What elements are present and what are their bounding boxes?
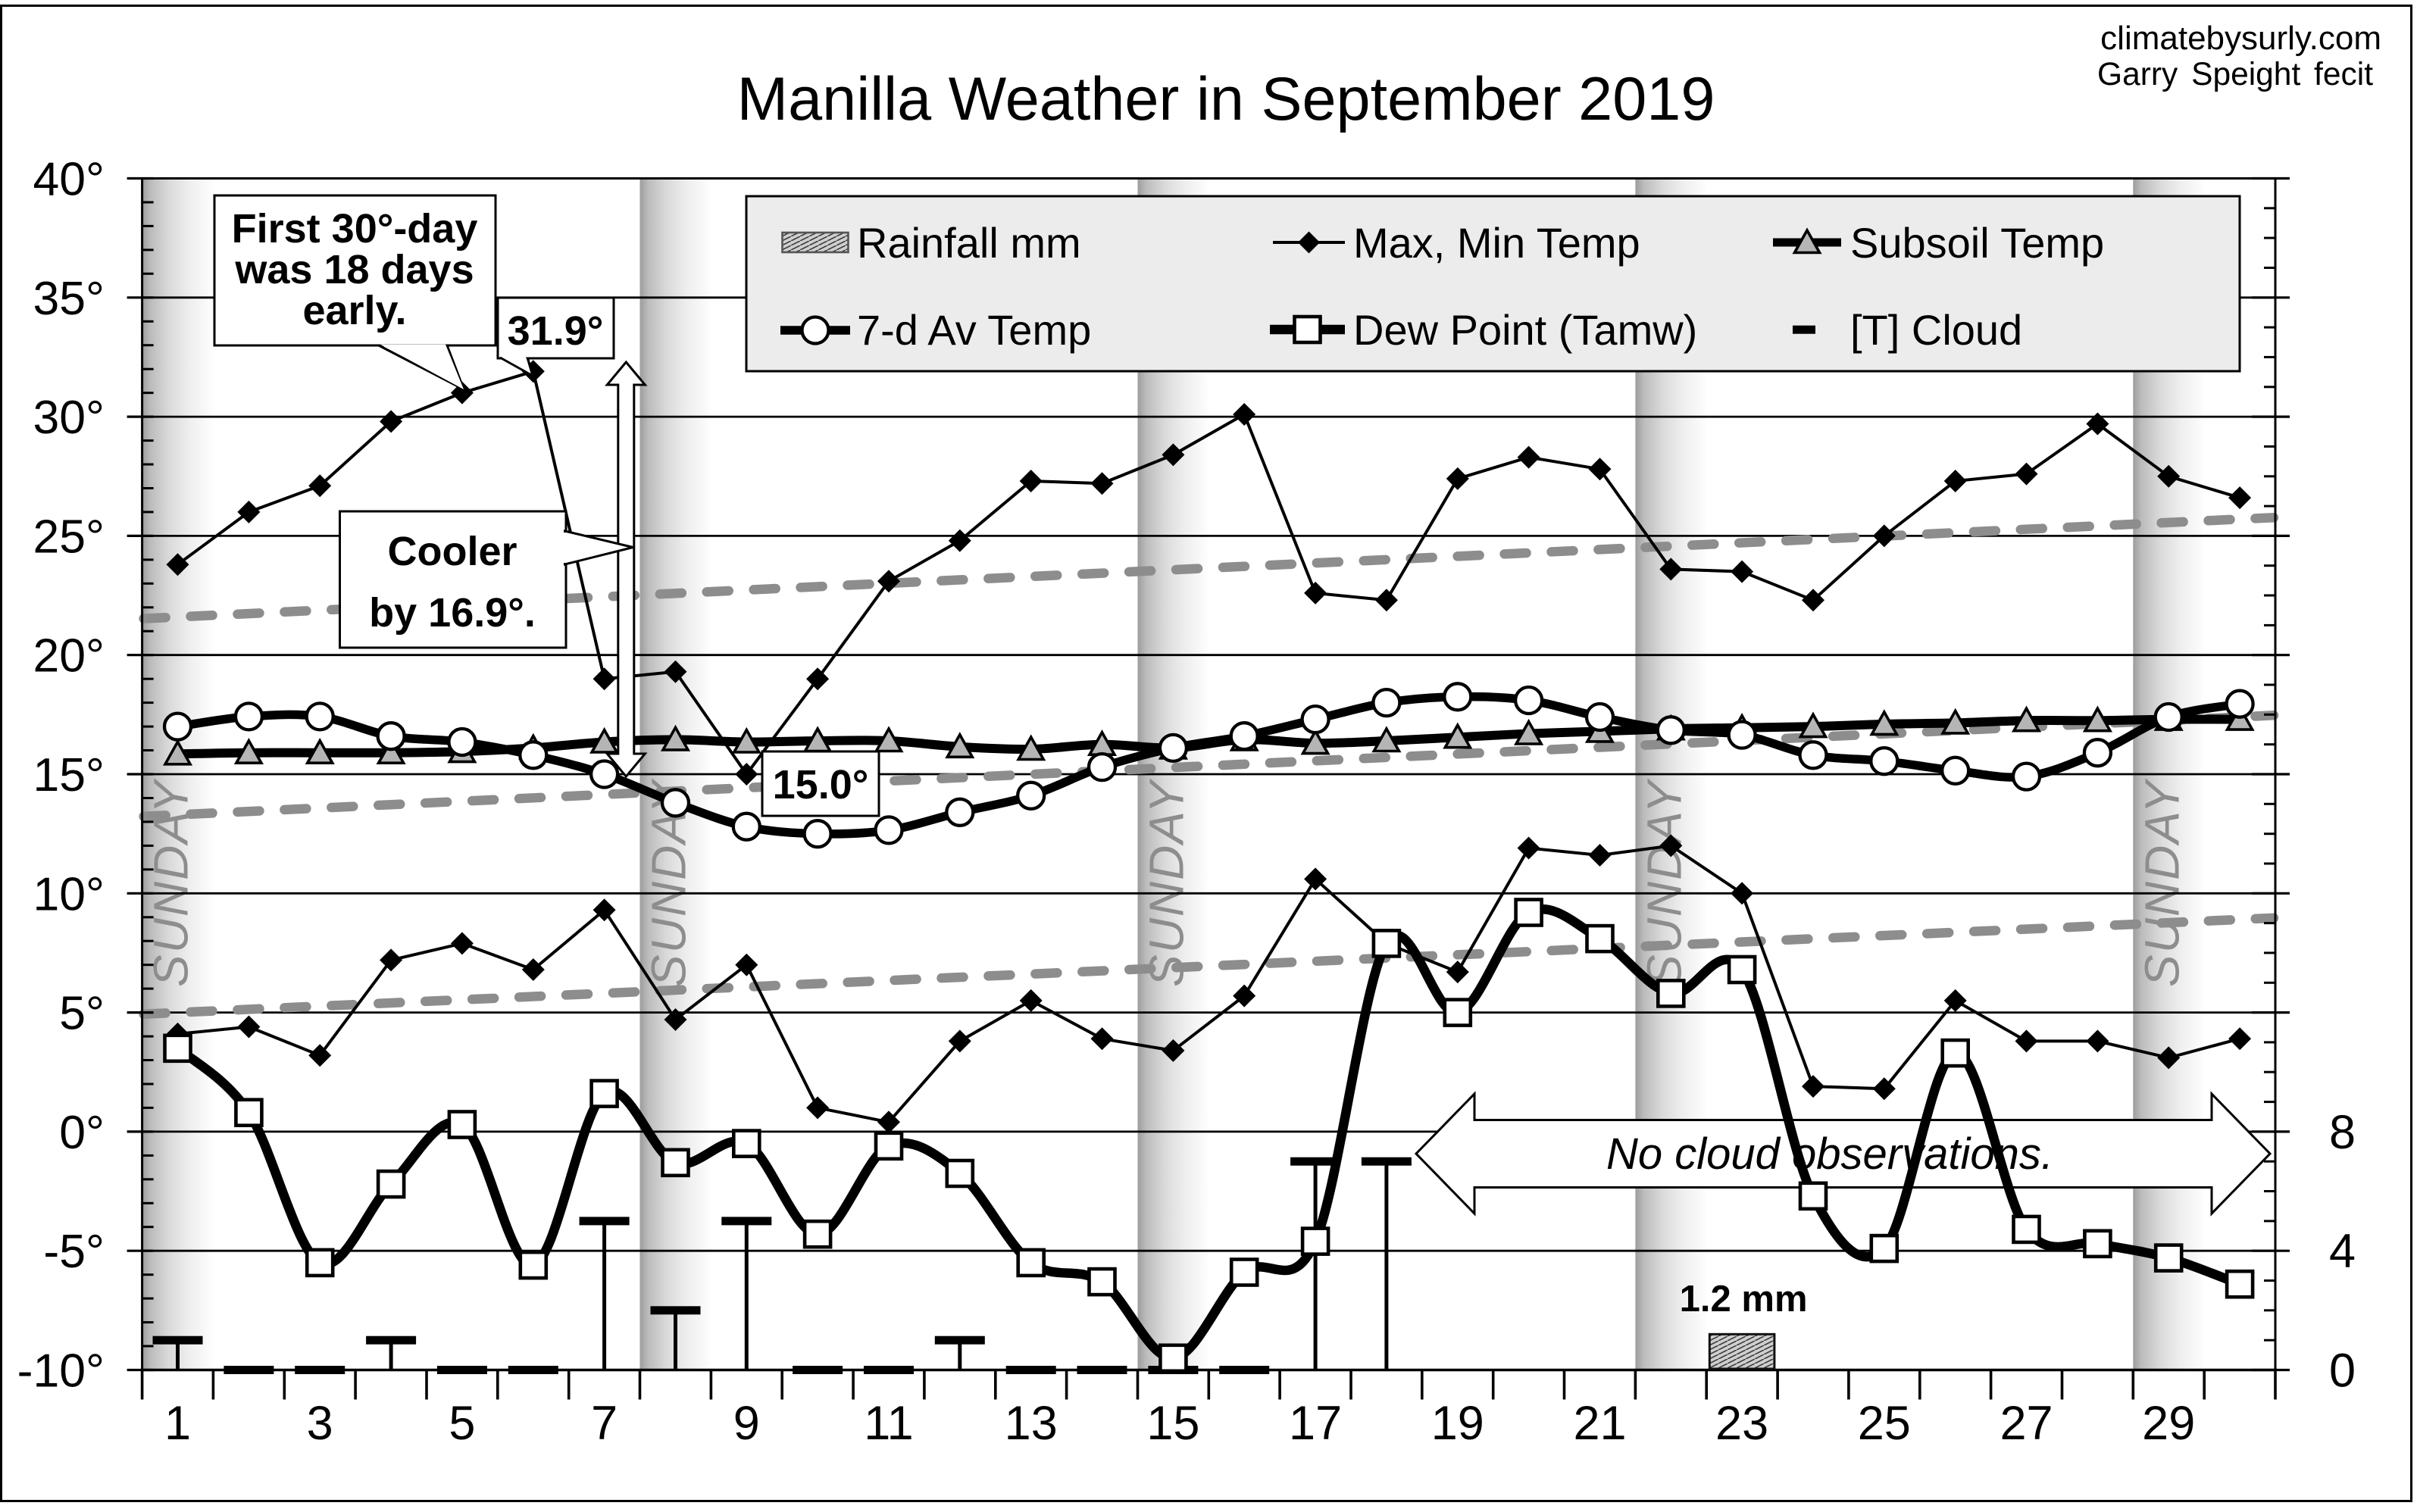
svg-text:Subsoil Temp: Subsoil Temp: [1850, 219, 2104, 267]
svg-text:15.0°: 15.0°: [773, 762, 869, 808]
svg-text:Max, Min Temp: Max, Min Temp: [1353, 219, 1640, 267]
svg-text:25: 25: [1858, 1397, 1911, 1450]
svg-text:35°: 35°: [33, 272, 105, 325]
svg-text:40°: 40°: [33, 153, 105, 206]
svg-text:5°: 5°: [59, 987, 105, 1040]
svg-text:Rainfall mm: Rainfall mm: [857, 219, 1081, 267]
svg-text:0: 0: [2329, 1345, 2356, 1398]
svg-text:21: 21: [1573, 1397, 1626, 1450]
svg-text:3: 3: [307, 1397, 333, 1450]
svg-text:7-d Av Temp: 7-d Av Temp: [857, 306, 1091, 354]
svg-text:30°: 30°: [33, 391, 105, 444]
svg-text:17: 17: [1289, 1397, 1342, 1450]
svg-text:1: 1: [164, 1397, 191, 1450]
svg-text:15°: 15°: [33, 748, 105, 801]
svg-text:early.: early.: [302, 288, 406, 333]
svg-text:23: 23: [1715, 1397, 1768, 1450]
svg-text:climatebysurly.com: climatebysurly.com: [2100, 20, 2381, 57]
svg-text:was 18 days: was 18 days: [234, 247, 474, 292]
svg-text:SUNDAY: SUNDAY: [1637, 778, 1691, 987]
svg-text:27: 27: [2000, 1397, 2053, 1450]
svg-text:15: 15: [1146, 1397, 1199, 1450]
svg-text:Manilla Weather in September 2: Manilla Weather in September 2019: [737, 65, 1715, 133]
svg-text:25°: 25°: [33, 510, 105, 563]
svg-text:Dew Point (Tamw): Dew Point (Tamw): [1353, 306, 1697, 354]
svg-text:-10°: -10°: [17, 1345, 105, 1398]
svg-text:1.2 mm: 1.2 mm: [1680, 1279, 1808, 1320]
svg-text:31.9°: 31.9°: [508, 308, 604, 354]
svg-text:No cloud observations.: No cloud observations.: [1606, 1129, 2053, 1179]
svg-text:4: 4: [2329, 1225, 2356, 1278]
svg-text:11: 11: [864, 1397, 913, 1450]
svg-text:SUNDAY: SUNDAY: [144, 778, 199, 987]
svg-text:0°: 0°: [59, 1106, 105, 1159]
svg-text:29: 29: [2142, 1397, 2195, 1450]
svg-text:Cooler: Cooler: [387, 529, 517, 574]
svg-text:5: 5: [449, 1397, 475, 1450]
svg-text:First 30°-day: First 30°-day: [232, 206, 478, 251]
svg-text:13: 13: [1005, 1397, 1058, 1450]
svg-text:[T] Cloud: [T] Cloud: [1850, 306, 2022, 354]
svg-text:19: 19: [1431, 1397, 1484, 1450]
svg-text:9: 9: [733, 1397, 760, 1450]
svg-text:SUNDAY: SUNDAY: [1140, 778, 1194, 987]
svg-text:Garry Speight fecit: Garry Speight fecit: [2097, 57, 2373, 92]
svg-text:by 16.9°.: by 16.9°.: [369, 590, 536, 636]
svg-text:8: 8: [2329, 1106, 2356, 1159]
svg-text:10°: 10°: [33, 867, 105, 920]
svg-text:SUNDAY: SUNDAY: [2134, 778, 2189, 987]
svg-text:-5°: -5°: [43, 1225, 105, 1278]
svg-text:7: 7: [591, 1397, 618, 1450]
svg-text:20°: 20°: [33, 629, 105, 683]
